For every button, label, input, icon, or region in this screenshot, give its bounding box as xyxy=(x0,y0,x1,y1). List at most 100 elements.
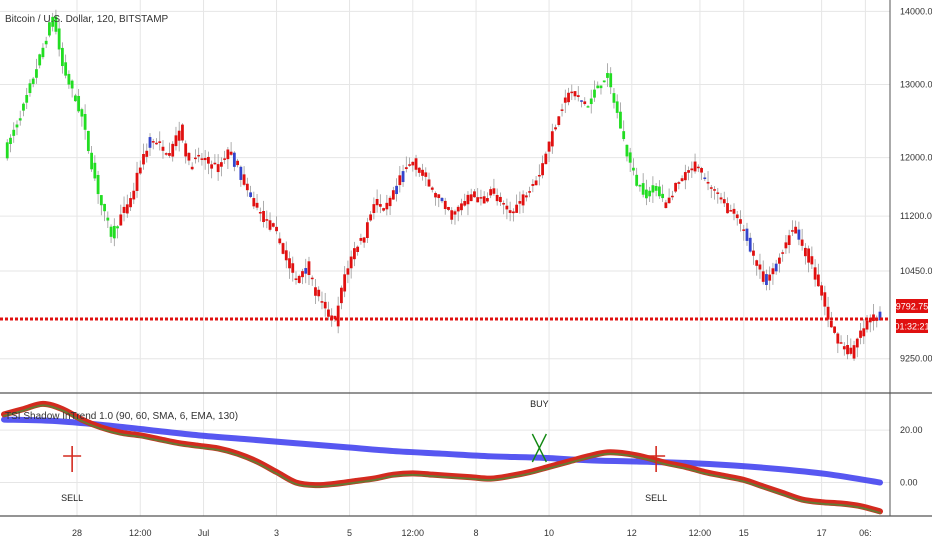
candle-body xyxy=(632,167,635,171)
candle-body xyxy=(414,158,418,170)
tsi-line xyxy=(1,400,883,515)
candle-body xyxy=(505,205,509,210)
candle-body xyxy=(271,223,275,227)
candle-body xyxy=(12,129,16,136)
candle-body xyxy=(145,150,149,157)
candle-body xyxy=(408,164,411,166)
candle-body xyxy=(365,222,369,238)
candle-body xyxy=(252,198,256,207)
candle-body xyxy=(541,163,544,176)
price-tick-label: 10450.00 xyxy=(900,266,932,276)
candle-body xyxy=(67,73,71,85)
candle-body xyxy=(304,268,308,274)
candle-body xyxy=(106,217,110,221)
candle-body xyxy=(560,109,564,111)
candle-body xyxy=(524,195,528,198)
candle-body xyxy=(301,271,304,278)
candle-body xyxy=(534,180,538,186)
candle-body xyxy=(317,289,321,297)
candle-body xyxy=(125,204,129,214)
candle-body xyxy=(635,174,639,186)
candle-body xyxy=(265,219,269,221)
candle-body xyxy=(437,194,441,199)
indicator-title: TSI Shadow InTrend 1.0 (90, 60, SMA, 6, … xyxy=(5,411,238,422)
candle-body xyxy=(35,69,38,78)
candle-body xyxy=(800,239,804,246)
candle-body xyxy=(314,287,317,296)
candle-body xyxy=(680,178,684,182)
candle-body xyxy=(174,135,178,147)
time-tick-label: 8 xyxy=(474,528,479,538)
candle-body xyxy=(291,263,295,273)
candle-body xyxy=(761,271,765,282)
candle-body xyxy=(606,73,609,78)
candle-body xyxy=(816,274,820,287)
candle-body xyxy=(164,153,168,155)
candle-body xyxy=(859,330,862,338)
candle-body xyxy=(168,153,171,156)
sell-label: SELL xyxy=(61,493,83,503)
candle-body xyxy=(447,206,450,210)
candle-body xyxy=(340,287,343,304)
candle-body xyxy=(391,190,395,200)
candle-body xyxy=(262,211,265,223)
candle-body xyxy=(537,174,541,177)
candle-body xyxy=(609,73,613,88)
candle-body xyxy=(563,97,567,103)
chart-title: Bitcoin / U.S. Dollar, 120, BITSTAMP xyxy=(5,14,169,25)
candle-body xyxy=(696,166,700,169)
candle-body xyxy=(849,347,853,354)
indicator-pane[interactable]: SELL BUY SELL xyxy=(1,399,883,515)
candle-body xyxy=(424,172,428,177)
candle-body xyxy=(184,143,188,157)
candle-body xyxy=(99,195,103,206)
candle-body xyxy=(716,192,720,194)
candle-body xyxy=(813,267,817,280)
candle-body xyxy=(651,185,655,193)
candle-body xyxy=(90,152,93,170)
candles-group xyxy=(5,9,882,361)
candle-body xyxy=(236,160,239,166)
candle-body xyxy=(862,328,866,337)
candle-body xyxy=(25,94,29,103)
candle-body xyxy=(826,306,830,320)
candle-body xyxy=(852,345,856,359)
candle-body xyxy=(249,192,252,197)
candle-body xyxy=(755,260,759,266)
candle-body xyxy=(41,47,45,58)
time-axis[interactable]: 28 12:00 Jul 3 5 12:00 8 10 12 12:00 15 17 06: xyxy=(72,528,872,538)
candle-body xyxy=(61,47,64,67)
candle-body xyxy=(765,274,768,285)
candle-body xyxy=(411,161,415,166)
tsi-shadow-line xyxy=(3,404,881,514)
price-pane[interactable] xyxy=(0,9,890,361)
time-tick-label: 28 xyxy=(72,528,82,538)
candle-body xyxy=(596,85,600,89)
candle-body xyxy=(573,91,577,97)
candle-body xyxy=(846,345,849,355)
price-axis[interactable]: 9250.00 10450.00 11200.00 12000.00 13000.00 1… xyxy=(900,6,932,363)
indicator-axis[interactable]: 0.00 20.00 xyxy=(900,425,923,487)
candle-body xyxy=(709,187,713,189)
candle-body xyxy=(722,199,726,204)
candle-body xyxy=(148,137,152,148)
candle-body xyxy=(693,161,697,172)
candle-body xyxy=(781,252,785,254)
candle-body xyxy=(479,197,483,199)
candle-body xyxy=(576,95,580,98)
candle-body xyxy=(794,226,798,234)
candle-body xyxy=(268,220,272,230)
candle-body xyxy=(278,238,282,244)
candle-body xyxy=(593,89,596,98)
candle-body xyxy=(83,113,87,130)
price-tick-label: 11200.00 xyxy=(900,211,932,221)
candle-body xyxy=(612,93,616,103)
candle-body xyxy=(51,16,55,27)
candle-body xyxy=(706,181,710,184)
candle-body xyxy=(356,246,360,252)
candle-body xyxy=(216,164,220,173)
candle-body xyxy=(797,229,801,240)
candle-body xyxy=(628,152,632,163)
